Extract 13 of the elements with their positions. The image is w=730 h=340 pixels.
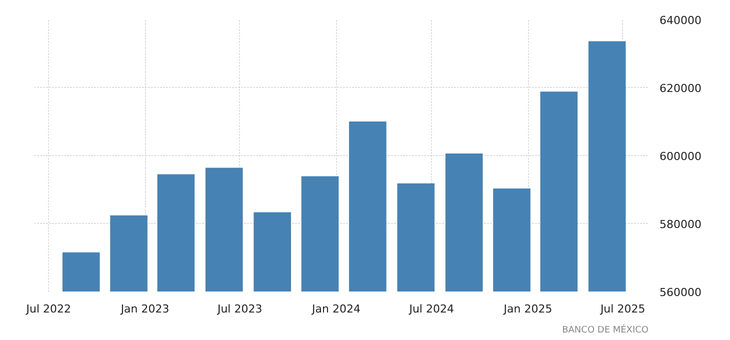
y-tick-label: 640000: [660, 14, 702, 27]
x-tick-label: Jan 2023: [120, 302, 170, 316]
x-tick-label: Jul 2023: [216, 302, 262, 316]
x-tick-label: Jul 2024: [408, 302, 454, 316]
x-tick-label: Jul 2025: [599, 302, 646, 316]
y-tick-label: 580000: [660, 218, 702, 231]
text: BANCO DE MÉXICO: [562, 324, 649, 336]
y-tick-label: 560000: [660, 286, 702, 299]
y-tick-label: 600000: [660, 150, 702, 163]
x-tick-label: Jul 2022: [25, 302, 72, 316]
y-tick-label: 620000: [660, 82, 702, 95]
x-tick-label: Jan 2025: [502, 302, 552, 316]
x-tick-label: Jan 2024: [311, 302, 360, 316]
